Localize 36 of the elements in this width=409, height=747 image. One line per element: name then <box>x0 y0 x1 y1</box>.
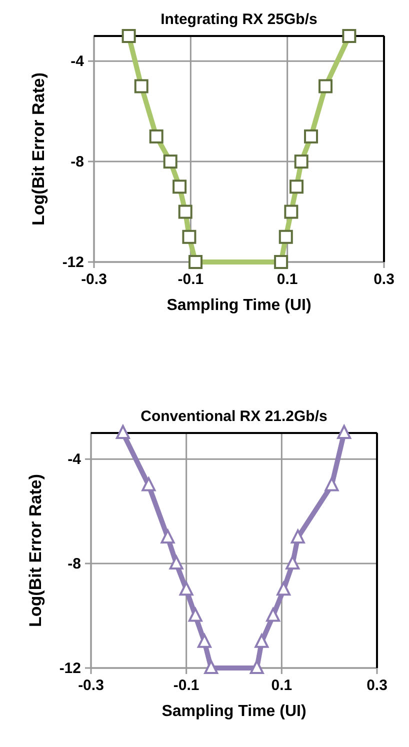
y-tick-label: -12 <box>62 254 84 271</box>
y-axis-title: Log(Bit Error Rate) <box>29 72 48 226</box>
point <box>116 425 130 439</box>
point <box>188 608 202 622</box>
x-axis-title: Sampling Time (UI) <box>166 297 312 314</box>
point <box>250 660 264 674</box>
y-tick-label: -8 <box>70 154 84 171</box>
x-tick-label: -0.1 <box>178 271 204 288</box>
x-axis-title: Sampling Time (UI) <box>162 703 306 720</box>
point <box>290 529 305 544</box>
point <box>276 582 291 596</box>
x-tick-label: 0.3 <box>366 677 388 694</box>
point <box>160 529 175 544</box>
x-tick-label: -0.1 <box>173 677 200 694</box>
chart-title: Integrating RX 25Gb/s <box>160 11 318 28</box>
point <box>266 608 280 622</box>
chart-title: Conventional RX 21.2Gb/s <box>140 408 328 425</box>
point <box>197 634 212 648</box>
point <box>204 660 218 674</box>
y-tick-label: -8 <box>68 556 81 573</box>
point <box>142 477 156 492</box>
y-tick-label: -4 <box>70 53 85 70</box>
point <box>324 477 339 492</box>
point <box>337 425 352 439</box>
point <box>179 582 194 596</box>
x-tick-label: 0.1 <box>276 271 298 288</box>
x-tick-label: -0.3 <box>81 271 107 288</box>
point <box>286 556 300 570</box>
y-tick-label: -12 <box>59 660 81 677</box>
x-tick-label: -0.3 <box>78 677 104 694</box>
y-tick-label: -4 <box>68 451 82 468</box>
point <box>254 634 269 648</box>
x-tick-label: 0.1 <box>271 677 292 694</box>
point <box>169 556 184 570</box>
y-axis-title: Log(Bit Error Rate) <box>26 474 45 627</box>
x-tick-label: 0.3 <box>374 271 394 288</box>
